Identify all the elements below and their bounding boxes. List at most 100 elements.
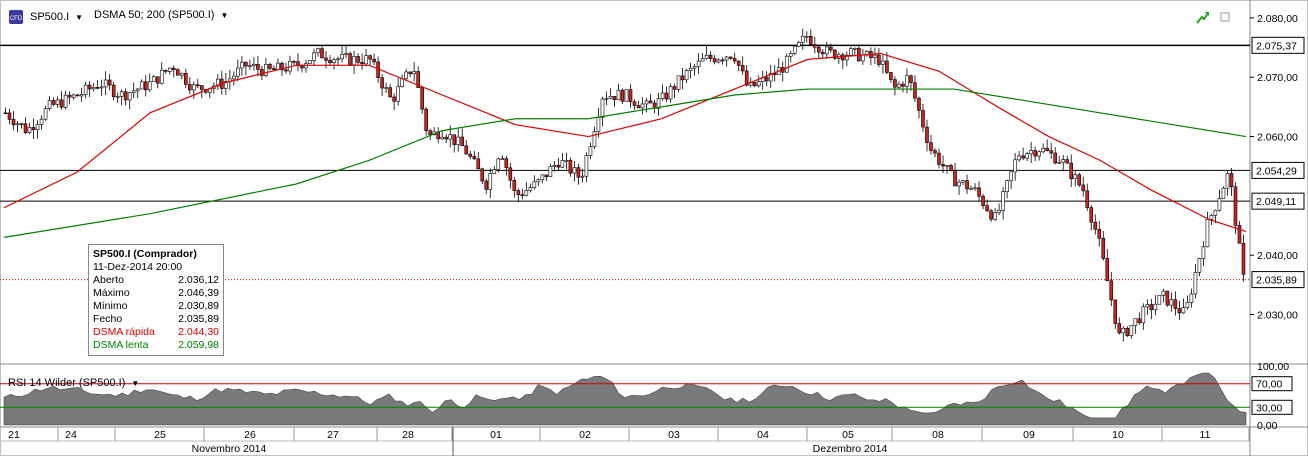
candle-body	[79, 94, 84, 97]
candle-body	[700, 58, 705, 62]
candle-body	[1009, 171, 1013, 181]
candle-body	[1149, 304, 1154, 311]
time-axis-label: 28	[402, 429, 414, 441]
time-axis-label: 24	[65, 429, 77, 441]
candle-body	[901, 83, 905, 87]
candle-body	[1133, 318, 1138, 326]
candle-body	[877, 54, 881, 65]
candle-body	[841, 54, 845, 61]
candle-body	[544, 174, 549, 178]
candle-body	[885, 60, 889, 73]
candle-body	[167, 67, 172, 72]
candle-body	[724, 56, 729, 61]
price-level-label: 2.035,89	[1256, 275, 1297, 287]
candle-body	[1165, 290, 1170, 306]
candle-body	[1005, 180, 1009, 192]
candle-body	[264, 64, 268, 76]
candle-body	[756, 81, 761, 87]
candle-body	[792, 45, 797, 54]
candle-body	[1157, 295, 1162, 305]
candle-body	[248, 65, 252, 68]
price-level-tag	[1251, 271, 1305, 289]
candle-body	[308, 60, 312, 64]
candle-body	[576, 167, 581, 178]
candle-body	[19, 123, 24, 126]
candle-body	[480, 168, 485, 182]
ohlc-info-box: SP500.I (Comprador) 11-Dez-2014 20:00 Ab…	[88, 244, 224, 356]
restore-window-icon[interactable]	[1220, 12, 1230, 22]
candle-body	[484, 180, 489, 190]
candle-body	[468, 153, 473, 157]
info-row: DSMA lenta 2.059,98	[93, 339, 219, 352]
candle-body	[1153, 303, 1158, 311]
time-axis-label: 02	[579, 429, 591, 441]
candle-body	[1209, 215, 1214, 220]
candle-body	[236, 67, 240, 77]
rsi-area	[3, 372, 1247, 426]
candle-body	[500, 158, 505, 160]
candle-body	[91, 87, 96, 90]
candle-body	[1193, 272, 1198, 295]
candle-body	[672, 86, 677, 90]
candle-body	[412, 71, 416, 75]
candle-body	[360, 62, 364, 65]
candle-body	[1061, 159, 1066, 163]
candle-body	[692, 66, 697, 69]
candle-body	[993, 212, 997, 220]
candle-body	[656, 98, 661, 109]
candle-body	[997, 210, 1001, 213]
candle-body	[1081, 184, 1086, 192]
indicator-selector[interactable]: DSMA 50; 200 (SP500.I) ▼	[94, 9, 228, 21]
chart-toolbar: CFD SP500.I ▼ DSMA 50; 200 (SP500.I) ▼	[0, 0, 1250, 30]
candle-body	[1029, 150, 1033, 155]
candle-body	[1205, 219, 1210, 248]
candle-body	[472, 156, 477, 160]
candle-body	[452, 134, 457, 145]
candle-body	[179, 72, 184, 76]
candle-body	[564, 159, 569, 162]
candle-body	[953, 169, 957, 187]
candle-body	[143, 81, 148, 91]
trend-arrow-icon[interactable]	[1196, 10, 1210, 24]
candle-body	[800, 35, 805, 43]
candle-body	[448, 134, 453, 140]
candle-body	[1101, 237, 1106, 259]
candle-body	[147, 81, 152, 91]
moving-average-line	[3, 88, 1247, 238]
candle-body	[764, 77, 769, 82]
candle-body	[584, 155, 589, 177]
candle-body	[592, 131, 597, 148]
candle-body	[488, 173, 493, 190]
symbol-selector[interactable]: CFD SP500.I ▼	[8, 9, 83, 25]
candle-body	[632, 101, 637, 106]
candle-body	[328, 60, 332, 64]
candle-body	[728, 56, 733, 59]
candle-body	[612, 96, 617, 101]
candle-body	[344, 53, 348, 55]
price-level-tag	[1251, 36, 1305, 54]
candle-body	[268, 64, 272, 69]
candle-body	[897, 83, 901, 88]
candle-body	[644, 100, 649, 105]
candle-body	[1017, 155, 1021, 161]
price-level-tag	[1251, 192, 1305, 210]
candle-body	[1189, 293, 1194, 303]
candle-body	[696, 60, 701, 68]
price-level-label: 2.054,29	[1256, 165, 1297, 177]
info-row: Aberto 2.036,12	[93, 274, 219, 287]
candle-body	[796, 42, 801, 47]
svg-text:CFD: CFD	[10, 16, 23, 22]
candle-body	[660, 92, 665, 99]
time-axis-label: 08	[932, 429, 944, 441]
candle-body	[600, 98, 605, 118]
candle-body	[813, 44, 817, 48]
rsi-title[interactable]: RSI 14 Wilder (SP500.I) ▼	[8, 377, 139, 389]
candle-body	[909, 75, 913, 83]
candle-body	[1021, 155, 1025, 159]
candle-body	[1041, 148, 1045, 153]
candle-body	[187, 84, 192, 91]
candle-body	[420, 87, 424, 110]
candle-body	[608, 96, 613, 99]
candle-body	[969, 188, 973, 190]
candle-body	[1057, 161, 1061, 164]
